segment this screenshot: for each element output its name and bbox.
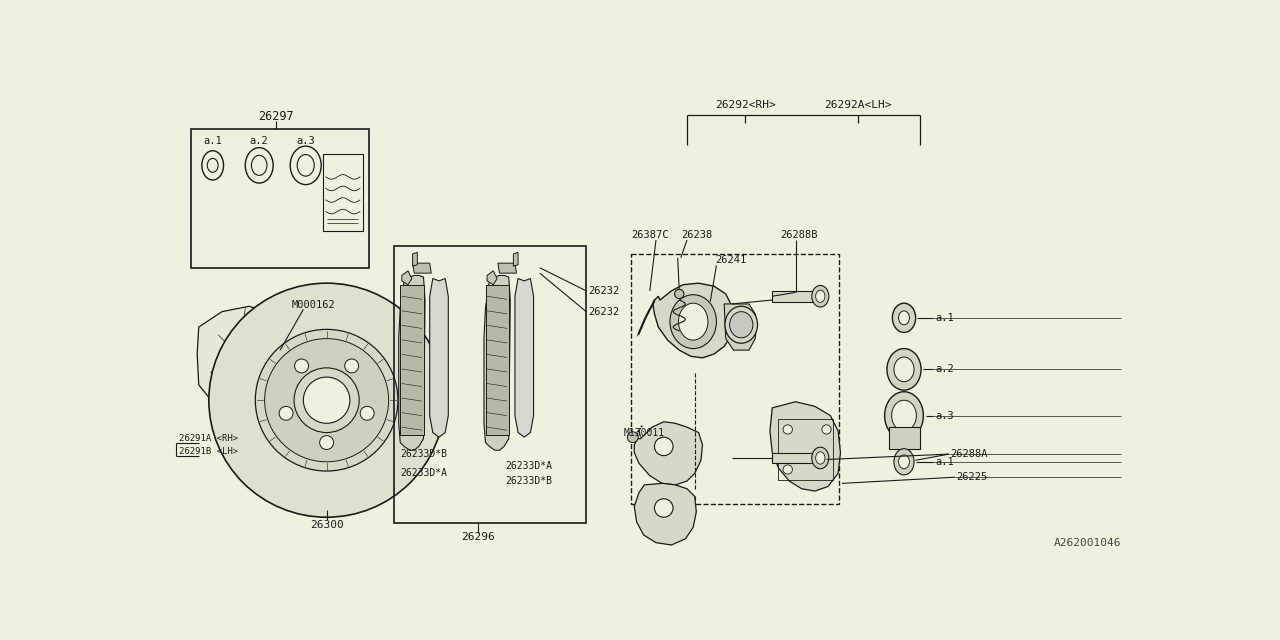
- Circle shape: [228, 364, 255, 391]
- Text: 26300: 26300: [310, 520, 343, 530]
- Bar: [631, 254, 838, 504]
- Text: A262001046: A262001046: [1053, 538, 1121, 548]
- Ellipse shape: [812, 285, 829, 307]
- Circle shape: [294, 359, 308, 373]
- Text: 26232: 26232: [588, 307, 620, 317]
- Circle shape: [654, 437, 673, 456]
- Circle shape: [265, 339, 389, 462]
- Circle shape: [822, 425, 831, 434]
- Text: 26232: 26232: [588, 286, 620, 296]
- Text: a.1: a.1: [204, 136, 221, 147]
- Text: 26233D*B: 26233D*B: [401, 449, 447, 459]
- Circle shape: [255, 330, 398, 471]
- Circle shape: [303, 377, 349, 423]
- Text: M000162: M000162: [292, 300, 335, 310]
- Text: 26233D*A: 26233D*A: [504, 461, 552, 470]
- Circle shape: [275, 345, 285, 356]
- Circle shape: [360, 406, 374, 420]
- Text: 26288B: 26288B: [780, 230, 818, 239]
- Text: 26292<RH>: 26292<RH>: [714, 99, 776, 109]
- Ellipse shape: [893, 357, 914, 381]
- Polygon shape: [498, 263, 517, 273]
- Circle shape: [214, 350, 269, 404]
- Text: a.2: a.2: [250, 136, 269, 147]
- Ellipse shape: [812, 447, 829, 468]
- Text: 26238: 26238: [681, 230, 712, 239]
- Polygon shape: [488, 271, 497, 285]
- Ellipse shape: [669, 294, 717, 349]
- Text: M130011: M130011: [623, 428, 664, 438]
- Polygon shape: [412, 263, 431, 273]
- Circle shape: [279, 406, 293, 420]
- Text: a.3: a.3: [297, 136, 315, 147]
- Polygon shape: [197, 307, 296, 415]
- Text: a.2: a.2: [934, 364, 954, 374]
- Text: 26296: 26296: [461, 532, 494, 542]
- Ellipse shape: [678, 303, 708, 340]
- Ellipse shape: [893, 449, 914, 475]
- Circle shape: [654, 499, 673, 517]
- Ellipse shape: [887, 349, 922, 390]
- Bar: [778, 419, 833, 479]
- Ellipse shape: [730, 312, 753, 338]
- Polygon shape: [485, 285, 508, 435]
- Circle shape: [294, 368, 360, 433]
- Ellipse shape: [892, 400, 916, 431]
- Text: 26233D*A: 26233D*A: [401, 468, 447, 478]
- Ellipse shape: [815, 452, 824, 464]
- Text: 26291B <LH>: 26291B <LH>: [179, 447, 238, 456]
- Circle shape: [783, 425, 792, 434]
- Polygon shape: [635, 422, 703, 485]
- Polygon shape: [402, 271, 412, 285]
- Ellipse shape: [899, 455, 909, 468]
- Ellipse shape: [899, 311, 909, 324]
- Polygon shape: [412, 252, 417, 266]
- Circle shape: [675, 289, 684, 298]
- Polygon shape: [653, 283, 733, 358]
- Text: 26387C: 26387C: [631, 230, 668, 239]
- Bar: [772, 291, 813, 301]
- Ellipse shape: [815, 290, 824, 303]
- Bar: [323, 154, 364, 231]
- Circle shape: [209, 283, 444, 517]
- Bar: [772, 452, 813, 463]
- Polygon shape: [513, 252, 518, 266]
- Polygon shape: [724, 304, 756, 350]
- Text: 26297: 26297: [259, 110, 294, 124]
- Circle shape: [627, 432, 639, 442]
- Text: 26233D*B: 26233D*B: [504, 476, 552, 486]
- Ellipse shape: [724, 307, 758, 343]
- Text: a.1: a.1: [934, 457, 954, 467]
- Text: 26292A<LH>: 26292A<LH>: [824, 99, 891, 109]
- Polygon shape: [515, 278, 534, 437]
- Bar: [191, 129, 369, 268]
- Bar: [888, 427, 919, 449]
- Ellipse shape: [884, 392, 923, 440]
- Polygon shape: [430, 278, 448, 437]
- Circle shape: [783, 465, 792, 474]
- Polygon shape: [401, 285, 424, 435]
- Ellipse shape: [892, 303, 915, 332]
- Text: 26288A: 26288A: [951, 449, 988, 459]
- Text: 26291A <RH>: 26291A <RH>: [179, 434, 238, 443]
- Polygon shape: [635, 483, 696, 545]
- Text: a.1: a.1: [934, 313, 954, 323]
- Bar: [394, 246, 586, 524]
- Circle shape: [344, 359, 358, 373]
- Text: a.3: a.3: [934, 411, 954, 420]
- Polygon shape: [771, 402, 841, 491]
- Polygon shape: [398, 275, 425, 451]
- Polygon shape: [484, 275, 511, 451]
- Circle shape: [320, 436, 334, 449]
- Text: 26241: 26241: [716, 255, 746, 265]
- Text: 26225: 26225: [956, 472, 988, 482]
